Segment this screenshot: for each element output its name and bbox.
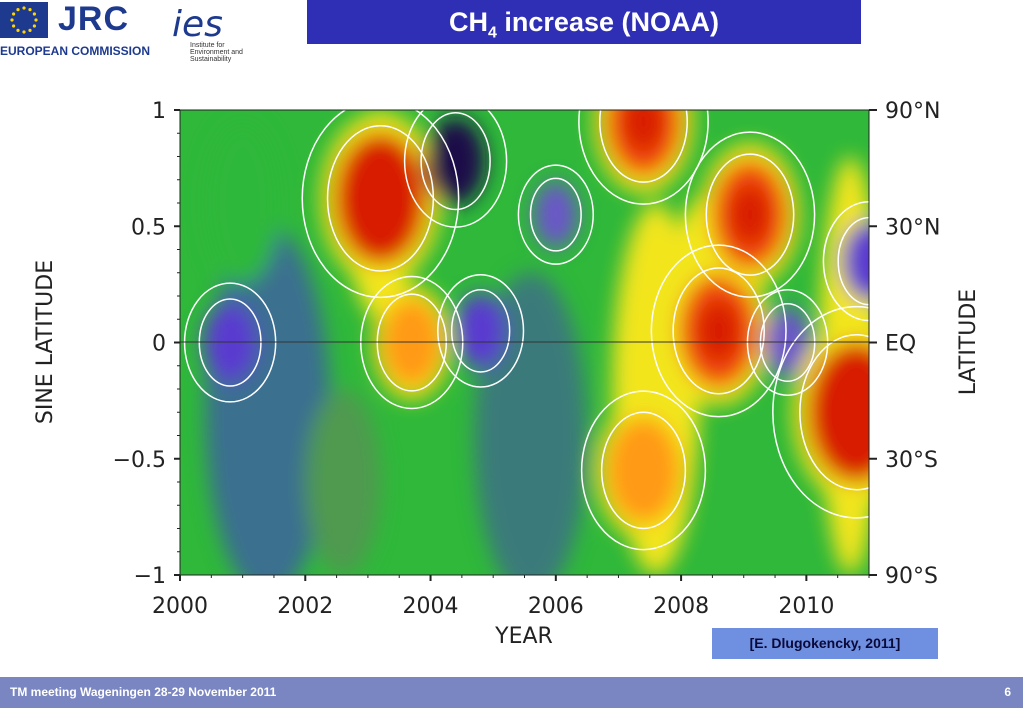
- heatmap-region: [205, 121, 281, 285]
- eu-stars-icon: [0, 2, 48, 38]
- contour-line: [578, 110, 709, 205]
- plot-area: [180, 110, 869, 575]
- x-tick-label: 2000: [152, 594, 208, 619]
- x-tick-label: 2010: [778, 594, 834, 619]
- x-tick-label: 2006: [528, 594, 584, 619]
- y2-tick-label: 90°N: [885, 99, 940, 124]
- contour-line: [529, 177, 582, 252]
- contour-line: [600, 411, 687, 530]
- jrc-logo: JRC: [58, 0, 130, 38]
- heatmap-feature-core: [622, 110, 665, 152]
- contour-line: [517, 164, 594, 265]
- contour-line: [450, 288, 511, 373]
- y2-axis-label: LATITUDE: [956, 289, 981, 395]
- heatmap-feature: [842, 221, 869, 301]
- x-axis-label: YEAR: [494, 624, 553, 649]
- contour-line: [799, 334, 869, 491]
- y-tick-label: 0.5: [131, 215, 166, 240]
- x-tick-label: 2008: [653, 594, 709, 619]
- heatmap-feature-core: [696, 299, 741, 363]
- ies-logo-text: ies: [172, 4, 223, 44]
- footer-bar: TM meeting Wageningen 28-29 November 201…: [0, 677, 1023, 708]
- heatmap-feature-core: [729, 184, 771, 245]
- contour-line: [580, 390, 707, 551]
- heatmap-region: [305, 389, 381, 575]
- heatmap-feature: [425, 117, 486, 206]
- y2-tick-label: EQ: [885, 332, 916, 357]
- contour-line: [684, 131, 816, 298]
- slide-title: CH4 increase (NOAA): [307, 0, 861, 44]
- x-tick-label: 2002: [277, 594, 333, 619]
- citation-box: [E. Dlugokencky, 2011]: [712, 628, 938, 659]
- title-subscript: 4: [488, 24, 497, 42]
- contour-line: [822, 200, 869, 322]
- y-tick-label: −0.5: [113, 448, 166, 473]
- ies-logo: ies: [170, 2, 255, 62]
- contour-line: [650, 244, 787, 418]
- y-tick-label: 0: [152, 332, 166, 357]
- contour-line: [705, 153, 795, 276]
- eu-flag-logo: [0, 2, 48, 38]
- contour-line: [437, 274, 525, 388]
- footer-meeting-text: TM meeting Wageningen 28-29 November 201…: [10, 685, 277, 699]
- contour-line: [420, 111, 491, 211]
- title-main: CH: [449, 7, 488, 37]
- heatmap-feature: [455, 293, 506, 369]
- contour-line: [301, 110, 460, 299]
- x-tick-label: 2004: [403, 594, 459, 619]
- heatmap-feature-core: [829, 373, 869, 451]
- heatmap-feature: [607, 417, 680, 524]
- y-tick-label: −1: [134, 564, 166, 589]
- contour-line: [772, 305, 869, 519]
- heatmap-feature: [533, 181, 578, 248]
- y-tick-label: 1: [152, 99, 166, 124]
- page-number: 6: [1004, 685, 1011, 699]
- y2-tick-label: 90°S: [885, 564, 938, 589]
- contour-line: [672, 267, 765, 395]
- title-rest: increase (NOAA): [496, 7, 719, 37]
- heatmap-region: [205, 226, 331, 575]
- y2-tick-label: 30°N: [885, 215, 940, 240]
- heatmap-feature-core: [355, 162, 406, 235]
- contour-line: [403, 110, 508, 228]
- european-commission-label: EUROPEAN COMMISSION: [0, 44, 151, 58]
- y-axis-label: SINE LATITUDE: [33, 260, 58, 424]
- contour-line: [599, 110, 688, 183]
- ies-subtitle: Institute for Environment and Sustainabi…: [190, 42, 243, 63]
- y2-tick-label: 30°S: [885, 448, 938, 473]
